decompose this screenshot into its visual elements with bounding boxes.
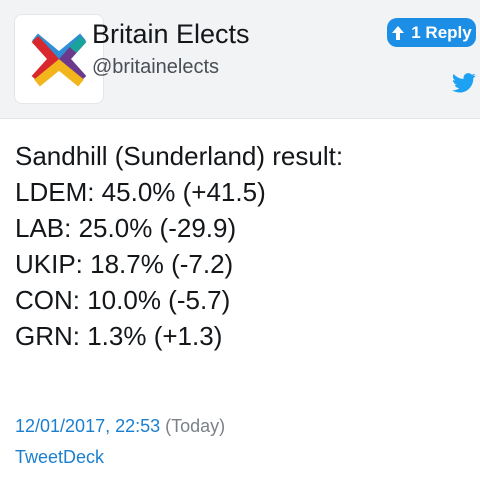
avatar[interactable]: [14, 14, 104, 104]
tweet-source-link[interactable]: TweetDeck: [15, 447, 105, 467]
tweet-line-ukip: UKIP: 18.7% (-7.2): [15, 249, 234, 279]
tweet-relative-time: (Today): [165, 416, 226, 436]
reply-button-label: 1 Reply: [411, 22, 472, 42]
tweet-line-grn: GRN: 1.3% (+1.3): [15, 321, 223, 351]
tweet-line-ldem: LDEM: 45.0% (+41.5): [15, 177, 266, 207]
arrow-up-icon: [391, 25, 405, 41]
account-name[interactable]: Britain Elects: [92, 19, 250, 49]
twitter-bird-icon[interactable]: [452, 72, 476, 94]
tweet-meta: 12/01/2017, 22:53 (Today): [15, 414, 225, 438]
tweet-line-con: CON: 10.0% (-5.7): [15, 285, 231, 315]
tweet-line-lab: LAB: 25.0% (-29.9): [15, 213, 237, 243]
tweet-timestamp[interactable]: 12/01/2017, 22:53: [15, 416, 161, 436]
britain-elects-logo-icon: [31, 33, 87, 87]
tweet-header: Britain Elects @britainelects 1 Reply: [0, 0, 480, 119]
tweet-text: Sandhill (Sunderland) result: LDEM: 45.0…: [15, 138, 470, 354]
reply-button[interactable]: 1 Reply: [387, 18, 476, 47]
tweet-line-title: Sandhill (Sunderland) result:: [15, 141, 344, 171]
account-handle[interactable]: @britainelects: [92, 56, 220, 78]
